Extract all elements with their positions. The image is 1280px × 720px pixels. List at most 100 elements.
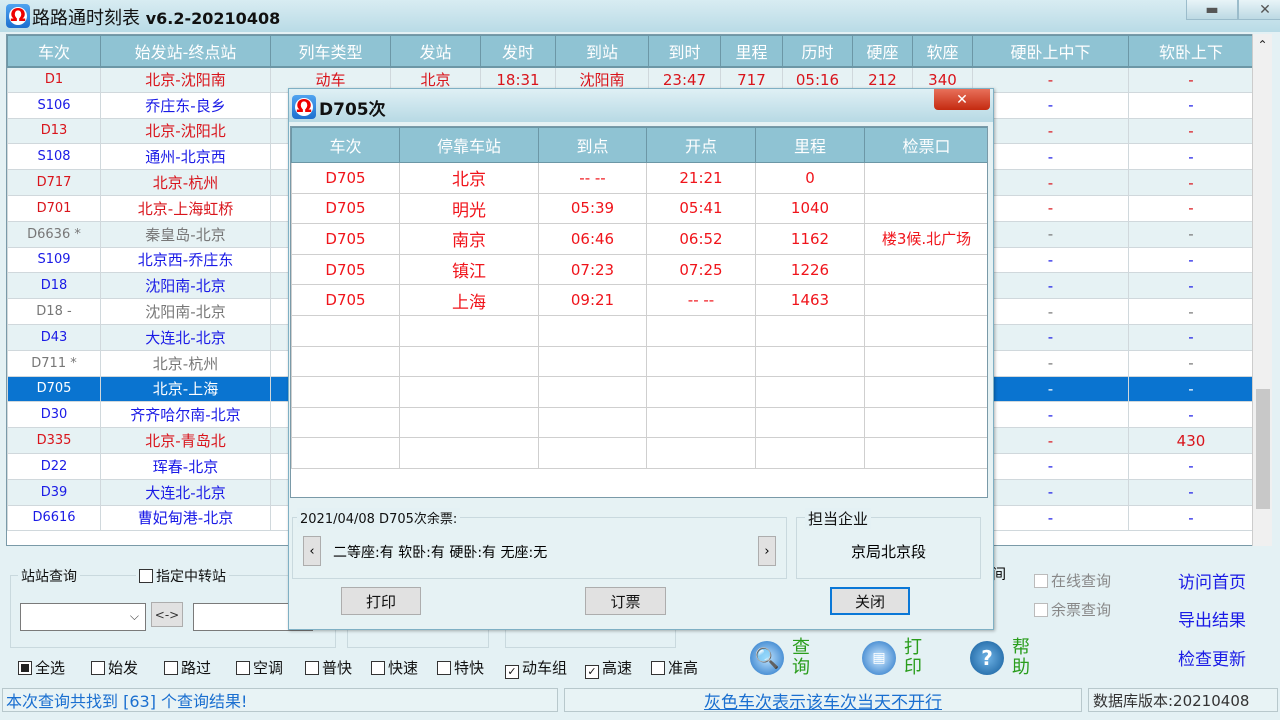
transfer-checkbox[interactable]: 指定中转站: [136, 566, 229, 586]
filter-checkbox[interactable]: 准高: [651, 657, 698, 678]
stop-row[interactable]: D705 镇江 07:23 07:25 1226: [291, 253, 987, 286]
dialog-close-button[interactable]: ✕: [934, 89, 990, 110]
stop-row[interactable]: [291, 406, 987, 439]
stop-km: [755, 345, 865, 378]
stop-row[interactable]: [291, 345, 987, 378]
stop-row[interactable]: [291, 314, 987, 347]
filter-checkbox[interactable]: 路过: [164, 657, 211, 678]
stop-station: 镇江: [399, 253, 539, 286]
cell-route: 乔庄东-良乡: [100, 91, 271, 119]
column-header[interactable]: 到站: [555, 35, 649, 68]
stop-dep: [646, 314, 756, 347]
swap-stations-button[interactable]: <->: [151, 602, 183, 627]
cell-train: D22: [7, 452, 101, 480]
cell-route: 北京-沈阳南: [100, 66, 271, 93]
filter-checkbox[interactable]: 全选: [18, 657, 65, 678]
stop-km: [755, 376, 865, 408]
transfer-label: 指定中转站: [156, 569, 226, 585]
stop-row[interactable]: D705 明光 05:39 05:41 1040: [291, 192, 987, 225]
stop-train: D705: [291, 162, 400, 194]
stop-row[interactable]: [291, 437, 987, 469]
stop-train: D705: [291, 192, 400, 225]
cell-hard-sleeper: -: [972, 220, 1129, 248]
search-button[interactable]: 🔍 查询: [750, 638, 812, 678]
export-link[interactable]: 导出结果: [1178, 611, 1246, 631]
print-label: 打印: [904, 637, 922, 678]
stop-dep: [646, 376, 756, 408]
stops-column-header: 到点: [538, 127, 647, 163]
cell-train: D701: [7, 194, 101, 222]
column-header[interactable]: 始发站-终点站: [100, 35, 271, 68]
gray-train-legend-link[interactable]: 灰色车次表示该车次当天不开行: [564, 688, 1082, 713]
stop-station: 北京: [399, 162, 539, 194]
minimize-button[interactable]: ▬: [1186, 0, 1238, 20]
stop-gate: [864, 314, 987, 347]
scroll-up-icon[interactable]: ⌃: [1257, 38, 1268, 52]
dialog-close-text-button[interactable]: 关闭: [830, 587, 910, 615]
column-header[interactable]: 发站: [390, 35, 481, 68]
stop-row[interactable]: D705 上海 09:21 -- -- 1463: [291, 284, 987, 316]
cell-train: D18 -: [7, 298, 101, 325]
train-row[interactable]: D1 北京-沈阳南 动车 北京 18:31 沈阳南 23:47 717 05:16 212 340-…: [7, 66, 1254, 93]
stop-dep: [646, 437, 756, 469]
stop-arr: 06:46: [538, 223, 647, 255]
homepage-link[interactable]: 访问首页: [1178, 573, 1246, 593]
column-header[interactable]: 软卧上下: [1128, 35, 1254, 68]
printer-icon: ▤: [862, 641, 896, 675]
filter-checkbox[interactable]: 普快: [305, 657, 352, 678]
filter-checkbox[interactable]: 特快: [437, 657, 484, 678]
update-link[interactable]: 检查更新: [1178, 650, 1246, 670]
tickets-prev-button[interactable]: ‹: [303, 536, 321, 566]
filter-checkbox[interactable]: 快速: [371, 657, 418, 678]
filter-checkbox[interactable]: 空调: [236, 657, 283, 678]
column-header[interactable]: 硬座: [852, 35, 913, 68]
column-header[interactable]: 软座: [912, 35, 973, 68]
column-header[interactable]: 到时: [648, 35, 721, 68]
column-header[interactable]: 里程: [720, 35, 783, 68]
app-logo-icon: Ω: [292, 95, 316, 119]
dialog-print-button[interactable]: 打印: [341, 587, 421, 615]
cell-route: 曹妃甸港-北京: [100, 504, 271, 532]
column-header[interactable]: 列车类型: [270, 35, 391, 68]
search-label: 查询: [792, 637, 810, 678]
cell-route: 北京-上海虹桥: [100, 194, 271, 222]
cell-soft-sleeper: -: [1128, 349, 1254, 377]
result-count-status: 本次查询共找到 [63] 个查询结果!: [2, 688, 558, 712]
scrollbar-thumb[interactable]: [1256, 389, 1270, 509]
column-header[interactable]: 发时: [480, 35, 556, 68]
filter-checkbox[interactable]: ✓ 动车组: [505, 657, 567, 679]
online-query-label: 在线查询: [1051, 572, 1112, 590]
vertical-scrollbar[interactable]: ⌃: [1252, 34, 1272, 546]
column-header[interactable]: 历时: [782, 35, 853, 68]
online-query-checkbox[interactable]: 在线查询: [1034, 570, 1111, 591]
from-station-select[interactable]: ⌵: [20, 603, 146, 631]
help-button[interactable]: ? 帮助: [970, 638, 1032, 678]
filter-label: 动车组: [522, 659, 568, 677]
close-button[interactable]: ✕: [1238, 0, 1280, 20]
app-name: 路路通时刻表: [32, 8, 140, 29]
checkbox-icon: [371, 661, 385, 675]
stop-dep: 05:41: [646, 192, 756, 225]
tickets-next-button[interactable]: ›: [758, 536, 776, 566]
cell-hard-sleeper: -: [972, 349, 1129, 377]
cell-train: S109: [7, 246, 101, 274]
minimize-icon: ▬: [1205, 1, 1219, 18]
stop-gate: [864, 437, 987, 469]
stop-km: 1226: [755, 253, 865, 286]
column-header[interactable]: 车次: [7, 35, 101, 68]
book-ticket-button[interactable]: 订票: [585, 587, 666, 615]
print-button[interactable]: ▤ 打印: [862, 638, 924, 678]
cell-train: D6636 *: [7, 220, 101, 248]
remaining-query-checkbox[interactable]: 余票查询: [1034, 599, 1111, 620]
filter-label: 普快: [322, 659, 353, 677]
column-header[interactable]: 硬卧上中下: [972, 35, 1129, 68]
filter-checkbox[interactable]: 始发: [91, 657, 138, 678]
stop-row[interactable]: D705 南京 06:46 06:52 1162 楼3候.北广场: [291, 223, 987, 255]
cell-route: 珲春-北京: [100, 452, 271, 480]
cell-route: 沈阳南-北京: [100, 272, 271, 300]
tickets-label: 2021/04/08 D705次余票:: [297, 508, 461, 527]
stop-dep: 06:52: [646, 223, 756, 255]
stop-row[interactable]: D705 北京 -- -- 21:21 0: [291, 162, 987, 194]
filter-checkbox[interactable]: ✓ 高速: [585, 657, 632, 679]
stop-row[interactable]: [291, 376, 987, 408]
